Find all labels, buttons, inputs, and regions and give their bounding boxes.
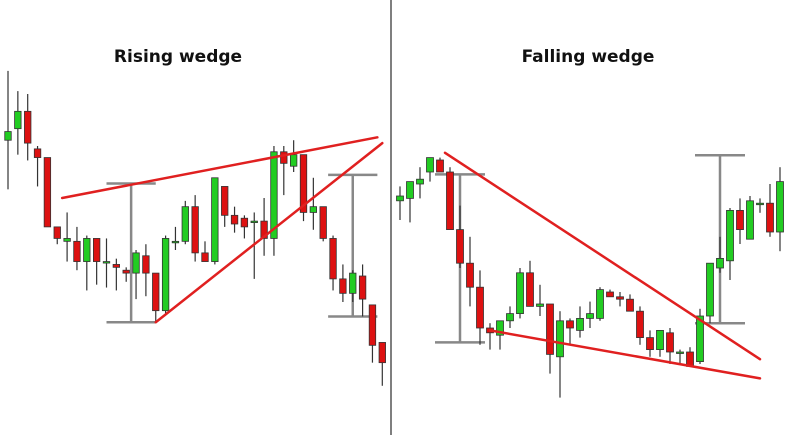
falling-candle-0-body: [396, 195, 404, 202]
rising-wedge-trendlines: [60, 136, 384, 324]
falling-trendline-1: [488, 329, 762, 380]
rising-candle-0-body: [4, 131, 12, 141]
falling-candle-26-body: [656, 329, 664, 350]
rising-candle-24-body: [240, 217, 249, 228]
rising-candle-3-body: [33, 148, 42, 158]
rising-candle-2-body: [24, 110, 32, 144]
falling-wedge-trendlines: [443, 151, 762, 380]
rising-candle-17-body: [171, 240, 180, 244]
rising-candle-37-body: [368, 304, 377, 346]
falling-candle-30-body: [696, 315, 704, 362]
falling-candle-4-body: [436, 159, 444, 173]
falling-candle-38-body: [776, 181, 784, 233]
rising-wedge-measures: [106, 173, 378, 324]
rising-candle-15-body: [152, 272, 160, 312]
falling-candle-33-body: [726, 209, 734, 262]
rising-candle-10-body: [102, 261, 111, 264]
rising-candle-16-body: [161, 238, 170, 312]
falling-candle-25-body: [646, 337, 654, 351]
falling-candle-10-body: [496, 320, 504, 336]
falling-candle-2-body: [416, 178, 424, 185]
rising-candle-36-body: [358, 275, 367, 300]
falling-candle-37-body: [766, 202, 774, 233]
falling-candle-13-body: [526, 272, 534, 307]
rising-trendline-0: [60, 136, 379, 200]
falling-candle-6-body: [456, 229, 464, 264]
rising-candle-5-body: [53, 226, 61, 239]
rising-candle-1-body: [14, 110, 22, 130]
rising-candle-11-body: [112, 264, 120, 268]
falling-wedge-panel: Falling wedge: [396, 47, 784, 398]
rising-wedge-title: Rising wedge: [114, 47, 242, 67]
rising-candle-14-body: [142, 255, 150, 274]
rising-trendline-1: [154, 141, 384, 324]
falling-candle-24-body: [636, 310, 644, 339]
rising-candle-20-body: [201, 252, 209, 262]
rising-candle-31-body: [309, 206, 318, 213]
rising-candle-27-body: [270, 151, 278, 239]
falling-wedge-title: Falling wedge: [522, 47, 655, 67]
rising-wedge-candles: [4, 70, 386, 386]
falling-candle-12-body: [516, 272, 524, 314]
rising-candle-18-body: [181, 206, 189, 242]
rising-candle-28-body: [280, 151, 288, 164]
falling-candle-21-body: [606, 291, 614, 298]
rising-wedge-panel: Rising wedge: [4, 47, 386, 386]
falling-candle-17-body: [566, 320, 574, 329]
falling-candle-18-body: [576, 317, 584, 331]
falling-candle-36-body: [756, 202, 764, 206]
falling-candle-5-body: [446, 171, 454, 230]
falling-trendline-0: [443, 151, 762, 361]
falling-candle-32-body: [716, 257, 724, 269]
rising-candle-12-body: [122, 269, 130, 274]
rising-candle-32-body: [319, 206, 327, 239]
falling-candle-16-body: [556, 320, 564, 358]
rising-candle-25-body: [250, 220, 258, 224]
falling-candle-35-body: [746, 200, 754, 240]
rising-candle-34-body: [339, 278, 347, 294]
falling-candle-22-body: [616, 296, 624, 300]
falling-candle-23-body: [626, 298, 634, 312]
rising-candle-22-body: [221, 186, 229, 216]
rising-candle-29-body: [289, 154, 298, 167]
rising-candle-38-body: [378, 342, 386, 364]
rising-candle-13-body: [132, 252, 140, 274]
rising-candle-6-body: [63, 238, 71, 242]
falling-candle-15-body: [546, 303, 554, 355]
rising-candle-30-body: [299, 154, 308, 213]
falling-candle-7-body: [466, 262, 474, 288]
rising-candle-8-body: [83, 238, 91, 262]
rising-candle-35-body: [349, 272, 357, 294]
falling-candle-3-body: [426, 157, 434, 173]
falling-candle-34-body: [736, 209, 744, 230]
falling-candle-20-body: [596, 289, 604, 319]
rising-candle-21-body: [211, 177, 219, 262]
rising-candle-9-body: [93, 238, 101, 262]
rising-candle-33-body: [329, 238, 337, 280]
falling-candle-8-body: [476, 286, 484, 329]
falling-candle-29-body: [686, 351, 694, 367]
falling-candle-28-body: [676, 351, 684, 354]
falling-candle-31-body: [706, 262, 714, 317]
falling-candle-11-body: [506, 313, 514, 322]
rising-candle-19-body: [191, 206, 199, 254]
falling-candle-1-body: [406, 181, 414, 199]
falling-wedge-candles: [396, 157, 784, 398]
rising-candle-23-body: [230, 214, 239, 225]
rising-candle-7-body: [73, 240, 81, 262]
falling-candle-27-body: [666, 332, 674, 353]
falling-candle-14-body: [536, 303, 544, 307]
rising-candle-26-body: [260, 220, 268, 239]
falling-candle-19-body: [586, 313, 594, 319]
rising-candle-4-body: [43, 157, 52, 228]
